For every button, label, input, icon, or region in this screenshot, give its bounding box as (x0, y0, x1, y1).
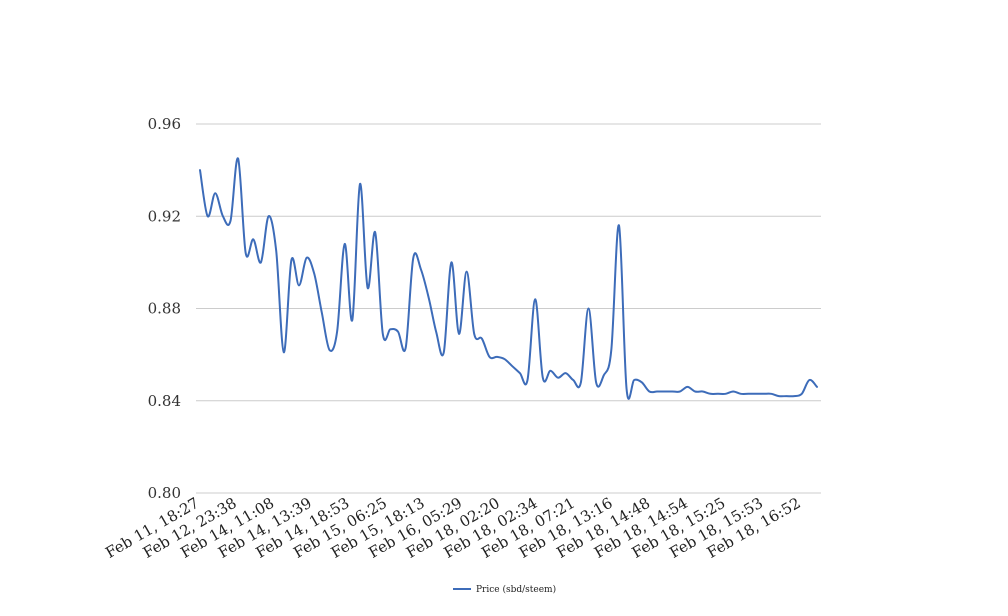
y-tick-label: 0.88 (148, 300, 181, 318)
y-tick-label: 0.92 (148, 207, 181, 225)
grid (196, 123, 821, 494)
series-line-price (199, 157, 818, 400)
legend-label: Price (sbd/steem) (476, 584, 556, 595)
legend[interactable]: Price (sbd/steem) (453, 584, 556, 595)
series-lines (199, 157, 818, 400)
y-tick-label: 0.80 (148, 484, 181, 502)
y-tick-label: 0.96 (148, 115, 181, 133)
y-axis-tick-labels: 0.80 0.84 0.88 0.92 0.96 (148, 115, 181, 502)
y-tick-label: 0.84 (148, 392, 181, 410)
